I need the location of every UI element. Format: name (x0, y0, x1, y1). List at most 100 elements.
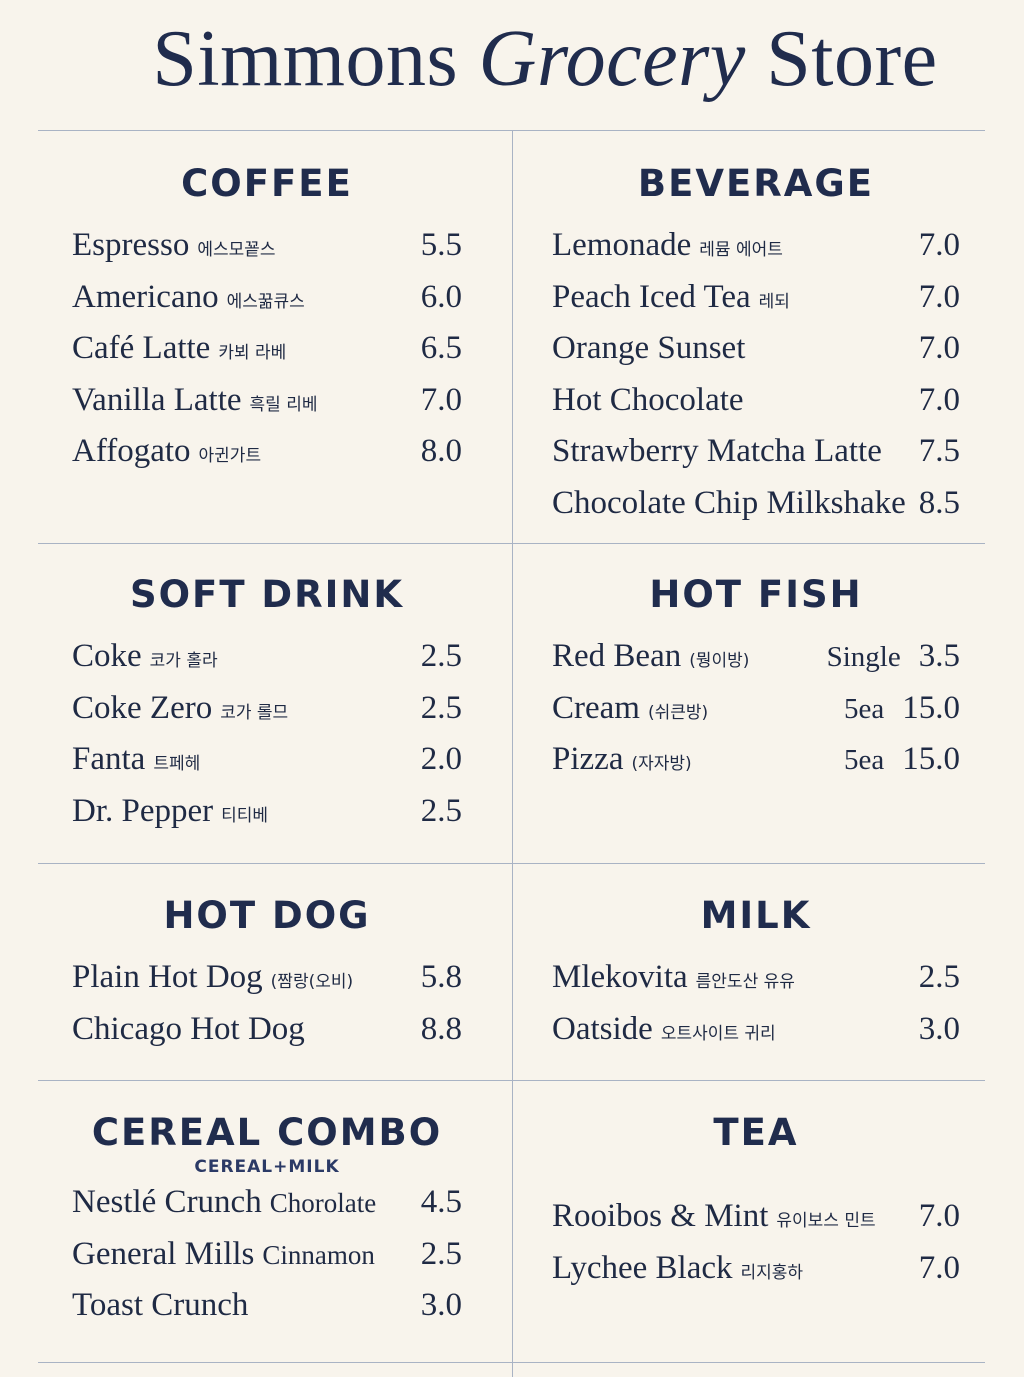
menu-item: Lychee Black 리지홍하 7.0 (552, 1243, 960, 1295)
item-name: Espresso (72, 227, 190, 263)
menu-item: Chicago Hot Dog 8.8 (72, 1004, 462, 1056)
item-price: 8.0 (420, 433, 462, 470)
item-price: 6.0 (420, 278, 462, 315)
divider-row-2 (38, 863, 985, 864)
item-subtitle: (짬랑(오비) (270, 972, 354, 992)
item-name: Café Latte (72, 330, 211, 367)
divider-center (512, 131, 513, 1377)
item-name: Rooibos & Mint (552, 1198, 769, 1234)
item-subtitle: 오트사이트 귀리 (660, 1023, 776, 1044)
menu-item: Mlekovita 름안도산 유유 2.5 (552, 952, 960, 1004)
item-name: Strawberry Matcha Latte (552, 433, 882, 470)
menu-item: Peach Iced Tea 레되 7.0 (552, 272, 960, 324)
section-soft-drink: SOFT DRINK Coke 코가 홀라 2.5 Coke Zero 코가 롤므 2.5 F… (72, 573, 462, 837)
item-name: Dr. Pepper (72, 792, 214, 829)
item-price: 3.0 (420, 1287, 462, 1324)
menu-item: Coke Zero 코가 롤므 2.5 (72, 683, 462, 735)
item-name: Toast Crunch (72, 1287, 249, 1324)
item-subtitle: 흑릴 리베 (249, 394, 318, 415)
item-subtitle: 코가 롤므 (220, 702, 289, 723)
item-name: Fanta (72, 741, 146, 778)
menu-item: Affogato 아귄가트 8.0 (72, 426, 462, 478)
title-word-1: Simmons (152, 15, 459, 103)
item-name: Coke Zero (72, 689, 213, 726)
item-price: 3.5 (918, 638, 960, 674)
item-price: 7.0 (918, 330, 960, 367)
item-name: Chocolate Chip Milkshake (552, 484, 906, 521)
section-hot-fish: HOT FISH Red Bean (뭥이방) Single 3.5 Cream (쉬큰방)… (552, 573, 960, 786)
menu-item-list: Red Bean (뭥이방) Single 3.5 Cream (쉬큰방) 5ea 15.0 P… (552, 631, 960, 786)
item-price: 7.5 (918, 433, 960, 470)
item-name: Orange Sunset (552, 330, 746, 367)
section-heading: MILK (700, 894, 812, 937)
section-heading: COFFEE (181, 162, 353, 205)
item-subtitle: (자자방) (631, 754, 692, 775)
item-name: Pizza (552, 741, 624, 778)
menu-item: Americano 에스꿂큐스 6.0 (72, 272, 462, 324)
item-quantity: 5ea (844, 692, 885, 725)
item-quantity: Single (826, 641, 901, 673)
item-price: 8.5 (918, 484, 960, 521)
item-name: Plain Hot Dog (72, 959, 263, 995)
item-subtitle: (뭥이방) (689, 651, 750, 671)
item-name: Hot Chocolate (552, 381, 744, 418)
menu-item: Cream (쉬큰방) 5ea 15.0 (552, 683, 960, 735)
section-heading: CEREAL COMBO (91, 1111, 443, 1154)
title-word-3: Store (766, 15, 938, 103)
item-subtitle: (쉬큰방) (647, 702, 709, 723)
section-milk: MILK Mlekovita 름안도산 유유 2.5 Oatside 오트사이트 귀리 3.… (552, 894, 960, 1055)
item-subtitle: 에스모꾵스 (197, 240, 276, 260)
item-price: 8.8 (420, 1010, 462, 1047)
item-price: 7.0 (918, 278, 960, 315)
menu-item-list: Rooibos & Mint 유이보스 민트 7.0 Lychee Black 리지홍하… (552, 1191, 960, 1294)
item-price: 7.0 (918, 1198, 960, 1234)
item-name: Peach Iced Tea (552, 278, 751, 315)
item-subtitle: 리지홍하 (740, 1262, 804, 1283)
menu-item: Café Latte 카뵈 라베 6.5 (72, 323, 462, 375)
item-subtitle: Cinnamon (262, 1239, 375, 1270)
item-name: Oatside (552, 1010, 653, 1047)
section-coffee: COFFEE Espresso 에스모꾵스 5.5 Americano 에스꿂큐스 6.0 C… (72, 162, 462, 478)
item-subtitle: 레뮴 에어트 (699, 240, 783, 260)
menu-item: Nestlé Crunch Chorolate 4.5 (72, 1177, 462, 1229)
section-heading: BEVERAGE (637, 162, 875, 205)
menu-item: Espresso 에스모꾵스 5.5 (72, 220, 462, 272)
menu-item: Toast Crunch 3.0 (72, 1280, 462, 1332)
item-price: 15.0 (902, 741, 960, 778)
menu-item: Lemonade 레뮴 에어트 7.0 (552, 220, 960, 272)
menu-item: Hot Chocolate 7.0 (552, 375, 960, 427)
item-name: Vanilla Latte (72, 381, 242, 418)
menu-item-list: Plain Hot Dog (짬랑(오비) 5.8 Chicago Hot Dog 8.… (72, 952, 462, 1055)
section-tea: TEA Rooibos & Mint 유이보스 민트 7.0 Lychee Black 리… (552, 1111, 960, 1294)
section-heading: TEA (713, 1111, 799, 1154)
item-name: General Mills (72, 1235, 255, 1272)
item-price: 2.5 (420, 638, 462, 674)
item-subtitle: Chorolate (269, 1188, 377, 1218)
item-subtitle: 에스꿂큐스 (226, 291, 305, 312)
menu-item: Orange Sunset 7.0 (552, 323, 960, 375)
item-price: 5.8 (420, 959, 462, 995)
menu-item-list: Coke 코가 홀라 2.5 Coke Zero 코가 롤므 2.5 Fanta 트페헤 2.0… (72, 631, 462, 837)
item-price: 2.5 (918, 959, 960, 995)
store-title: Simmons Grocery Store (0, 14, 1024, 104)
item-quantity: 5ea (844, 744, 885, 777)
item-subtitle: 름안도산 유유 (695, 972, 795, 992)
menu-item-list: Espresso 에스모꾵스 5.5 Americano 에스꿂큐스 6.0 Café La… (72, 220, 462, 478)
item-price: 2.0 (420, 741, 462, 778)
item-subtitle: 카뵈 라베 (218, 343, 287, 364)
divider-row-3 (38, 1080, 985, 1081)
item-price: 15.0 (902, 689, 960, 726)
item-name: Affogato (72, 433, 191, 470)
item-subtitle: 레되 (758, 291, 790, 312)
menu-item-list: Nestlé Crunch Chorolate 4.5 General Mills Ci… (72, 1177, 462, 1332)
section-cereal-combo: CEREAL COMBO CEREAL+MILK Nestlé Crunch Chor… (72, 1111, 462, 1332)
menu-item: Vanilla Latte 흑릴 리베 7.0 (72, 375, 462, 427)
item-price: 7.0 (918, 1249, 960, 1286)
item-name: Lychee Black (552, 1249, 733, 1286)
section-heading: SOFT DRINK (129, 573, 405, 616)
item-name: Chicago Hot Dog (72, 1010, 305, 1047)
item-name: Cream (552, 689, 640, 726)
item-name: Red Bean (552, 638, 682, 674)
section-subheading: CEREAL+MILK (194, 1157, 340, 1177)
item-price: 7.0 (918, 227, 960, 263)
